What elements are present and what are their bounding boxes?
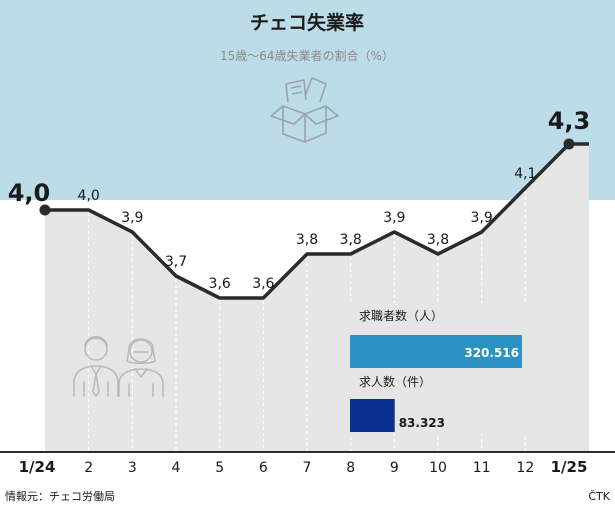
value-label: 3,9 (383, 210, 405, 226)
unemployment-line (45, 142, 589, 300)
value-label: 3,7 (165, 254, 187, 270)
job-seekers-bar (350, 335, 522, 368)
chart-subtitle: 15歳〜64歳失業者の割合（%） (220, 48, 394, 63)
value-label: 4,3 (548, 107, 591, 135)
value-label: 3,6 (252, 276, 274, 292)
job-market-panel: 求職者数（人） 320.516 求人数（件） 83.323 (350, 303, 545, 434)
x-tick-label: 11 (473, 460, 491, 476)
chart-title: チェコ失業率 (250, 11, 364, 34)
source-note: 情報元：チェコ労働局 (5, 489, 115, 503)
job-seekers-label: 求職者数（人） (359, 308, 443, 323)
value-label: 3,9 (121, 210, 143, 226)
x-tick-label: 8 (346, 460, 355, 476)
value-label: 3,8 (296, 232, 318, 248)
highlight-point (39, 204, 51, 216)
x-tick-label: 2 (84, 460, 93, 476)
value-label: 4,0 (8, 179, 51, 207)
x-tick-label: 10 (429, 460, 447, 476)
box-icon (270, 77, 339, 143)
x-tick-label: 6 (259, 460, 268, 476)
x-tick-label: 3 (128, 460, 137, 476)
vacancies-bar (350, 399, 395, 432)
x-tick-label: 4 (172, 460, 181, 476)
value-label: 4,0 (78, 188, 100, 204)
x-tick-label: 12 (516, 460, 534, 476)
value-labels: 4,0 4,0 3,9 3,7 3,6 3,6 3,8 3,8 3,9 3,8 3,9 4,1 4,3 (8, 107, 591, 292)
highlight-point (563, 138, 575, 150)
x-tick-label: 7 (303, 460, 312, 476)
vacancies-value: 83.323 (399, 416, 445, 430)
value-label: 3,8 (427, 232, 449, 248)
people-icon (73, 336, 164, 397)
value-label: 4,1 (514, 166, 536, 182)
data-points (39, 138, 575, 216)
x-tick-label: 1/25 (551, 458, 588, 476)
x-tick-label: 5 (215, 460, 224, 476)
value-label: 3,6 (209, 276, 231, 292)
value-label: 3,9 (471, 210, 493, 226)
x-tick-label: 9 (390, 460, 399, 476)
job-seekers-value: 320.516 (464, 346, 519, 360)
vacancies-label: 求人数（件） (359, 374, 431, 389)
credit: ČTK (588, 490, 610, 503)
value-label: 3,8 (340, 232, 362, 248)
sky-band (0, 0, 615, 200)
x-tick-label: 1/24 (19, 458, 56, 476)
x-tick-labels: 1/24 2 3 4 5 6 7 8 9 10 11 12 1/25 (19, 458, 588, 476)
